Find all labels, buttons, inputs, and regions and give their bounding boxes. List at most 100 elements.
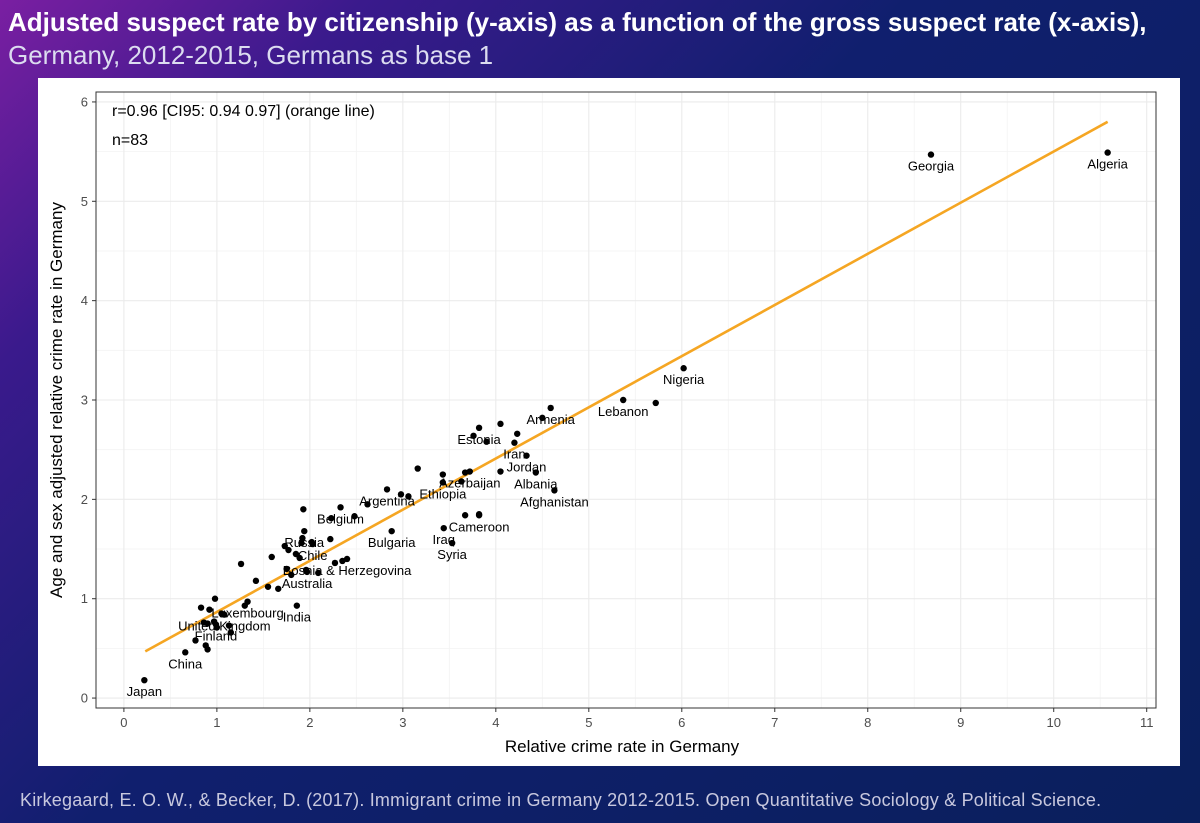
point-label: Armenia (526, 412, 575, 427)
x-axis-ticks: 0 1 2 3 4 5 6 7 8 9 10 11 (120, 708, 1153, 730)
point-label: Argentina (359, 493, 415, 508)
data-point (264, 583, 272, 590)
data-point (364, 501, 371, 508)
data-point-labeled (244, 598, 251, 605)
point-label: Russia (284, 535, 325, 550)
x-tick-label: 9 (957, 715, 964, 730)
data-point (252, 577, 260, 585)
data-point (483, 438, 490, 445)
citation: Kirkegaard, E. O. W., & Becker, D. (2017… (20, 790, 1102, 810)
point-label: Bulgaria (368, 535, 416, 550)
data-point (315, 569, 322, 577)
x-tick-label: 8 (864, 715, 871, 730)
data-point (204, 646, 211, 653)
data-point-labeled (309, 540, 316, 548)
point-label: Georgia (908, 159, 955, 174)
point-label: Belgium (317, 511, 364, 526)
data-point (327, 535, 334, 543)
data-point (211, 595, 219, 602)
data-point (300, 506, 307, 513)
data-point-labeled (1104, 149, 1111, 156)
data-point (652, 399, 659, 407)
point-label: Bosnia & Herzegovina (283, 563, 412, 578)
y-tick-label: 2 (81, 492, 88, 507)
data-point-labeled (511, 439, 518, 446)
point-label: Estonia (457, 432, 501, 447)
data-point (514, 430, 521, 437)
point-label: Cameroon (449, 519, 510, 534)
title-bold: Adjusted suspect rate by citizenship (y-… (8, 7, 1147, 37)
data-point-labeled (337, 504, 344, 511)
data-point-labeled (475, 424, 483, 432)
data-point (192, 637, 199, 644)
point-label: Iraq (433, 532, 455, 547)
data-point-labeled (212, 621, 220, 628)
annotation-correlation: r=0.96 [CI95: 0.94 0.97] (orange line) (112, 103, 375, 120)
regression-line (144, 120, 1109, 653)
x-tick-label: 3 (399, 715, 406, 730)
point-label: India (283, 610, 312, 625)
data-point-labeled (343, 555, 351, 563)
y-tick-label: 6 (81, 94, 88, 109)
data-point (497, 420, 504, 428)
data-point-labeled (182, 649, 189, 656)
x-tick-label: 2 (306, 715, 313, 730)
data-point-labeled (383, 486, 391, 493)
data-point (227, 629, 235, 636)
data-point (197, 604, 205, 611)
x-tick-label: 10 (1046, 715, 1060, 730)
y-tick-label: 3 (81, 393, 88, 408)
point-label: Azerbaijan (439, 476, 500, 491)
data-point-labeled (448, 539, 456, 547)
data-point (200, 619, 208, 626)
data-point-labeled (141, 676, 148, 684)
data-point (331, 559, 339, 567)
point-label: Chile (298, 548, 328, 563)
data-point (405, 493, 412, 500)
data-point-labeled (680, 365, 687, 372)
data-point (439, 471, 447, 478)
y-tick-label: 5 (81, 194, 88, 209)
x-tick-label: 7 (771, 715, 778, 730)
data-point (225, 622, 233, 629)
point-label: Ethiopia (419, 486, 467, 501)
data-point-labeled (293, 602, 301, 609)
data-point-labeled (466, 468, 473, 475)
data-point-labeled (532, 469, 540, 476)
data-point (461, 512, 469, 519)
points-layer (141, 149, 1111, 684)
point-label: Algeria (1087, 157, 1128, 172)
data-point-labeled (475, 512, 483, 519)
data-point (288, 571, 295, 579)
point-label: United Kingdom (178, 619, 271, 634)
data-point-labeled (620, 396, 627, 404)
x-axis-label: Relative crime rate in Germany (505, 737, 740, 756)
point-label: Nigeria (663, 372, 705, 387)
data-point (497, 468, 504, 475)
y-tick-label: 1 (81, 591, 88, 606)
data-point (275, 585, 282, 592)
data-point (470, 432, 477, 439)
data-point (283, 565, 290, 573)
data-point-labeled (927, 151, 935, 158)
point-label: Japan (127, 684, 162, 699)
chart-title: Adjusted suspect rate by citizenship (y-… (8, 6, 1188, 72)
title-subtitle: Germany, 2012-2015, Germans as base 1 (8, 40, 494, 70)
data-point (414, 465, 421, 472)
data-point-labeled (221, 611, 228, 618)
data-point (328, 515, 335, 522)
data-point-labeled (551, 487, 558, 494)
data-point-labeled (547, 404, 554, 412)
y-tick-label: 0 (81, 691, 88, 706)
x-tick-label: 1 (213, 715, 220, 730)
data-point (237, 560, 245, 568)
data-point (458, 478, 465, 485)
data-point (285, 546, 292, 554)
data-point (298, 539, 305, 547)
point-label: China (168, 656, 203, 671)
point-label: Lebanon (598, 404, 649, 419)
y-axis-ticks: 0 1 2 3 4 5 6 (81, 94, 96, 706)
point-label: Australia (282, 576, 333, 591)
data-point-labeled (388, 527, 395, 535)
grid-major (96, 92, 1156, 708)
